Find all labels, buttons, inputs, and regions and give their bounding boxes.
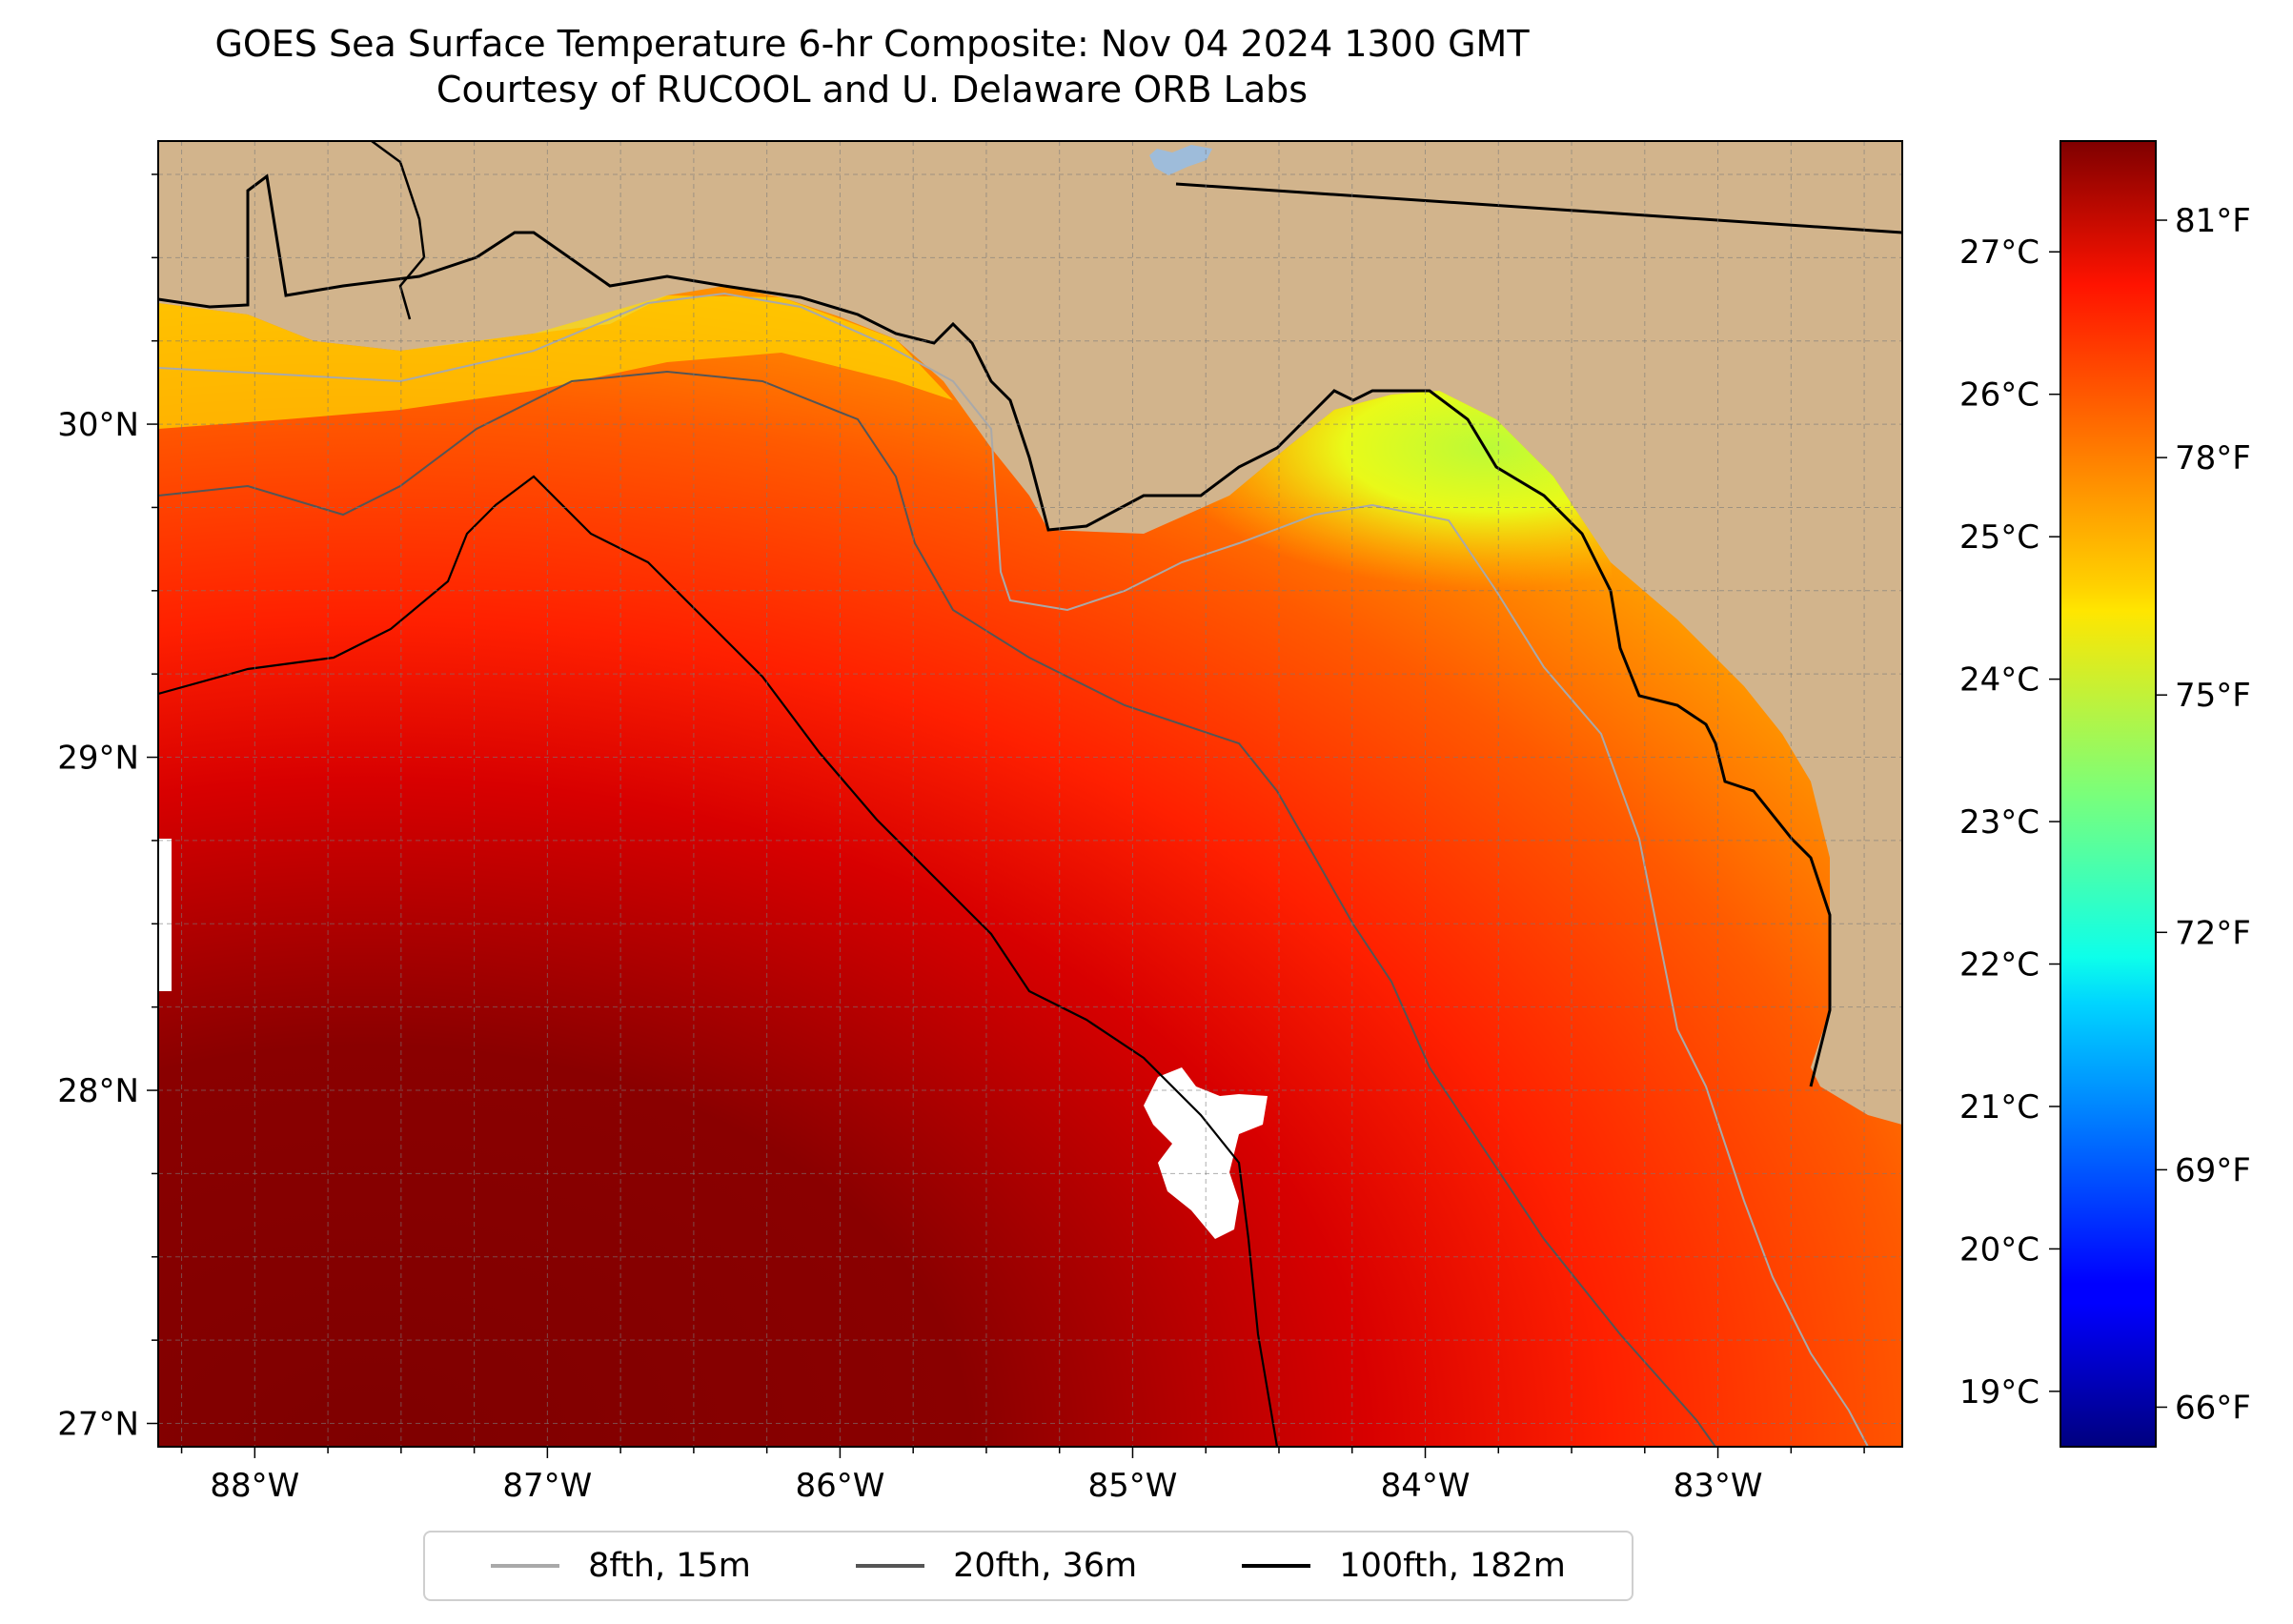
coastline	[158, 141, 1902, 1087]
fahrenheit-tick-label: 72°F	[2175, 914, 2251, 952]
colorbar-gradient	[2060, 140, 2157, 1448]
fahrenheit-tick-label: 78°F	[2175, 439, 2251, 477]
latitude-tick-label: 30°N	[57, 406, 139, 444]
legend-line-100fth	[1242, 1564, 1311, 1568]
contour-8fth	[158, 292, 1869, 1447]
map-title: GOES Sea Surface Temperature 6-hr Compos…	[0, 21, 1744, 112]
fahrenheit-tick-label: 75°F	[2175, 677, 2251, 715]
longitude-tick-label: 85°W	[1088, 1467, 1178, 1505]
contour-20fth	[158, 370, 1716, 1447]
celsius-tick-label: 24°C	[1959, 661, 2039, 700]
celsius-tick-label: 25°C	[1959, 518, 2039, 557]
celsius-tick-label: 21°C	[1959, 1088, 2039, 1127]
legend-line-8fth	[491, 1564, 560, 1568]
celsius-tick-label: 27°C	[1959, 233, 2039, 272]
title-line-2: Courtesy of RUCOOL and U. Delaware ORB L…	[436, 69, 1309, 111]
longitude-tick-label: 88°W	[210, 1467, 299, 1505]
celsius-tick-label: 22°C	[1959, 946, 2039, 985]
latitude-tick-label: 29°N	[57, 740, 139, 778]
inland-lake	[1149, 145, 1212, 175]
legend-item-20fth: 20fth, 36m	[856, 1547, 1137, 1585]
cloud-mask-edge	[158, 839, 172, 991]
yellow-shelf-water	[158, 295, 953, 429]
longitude-tick-label: 83°W	[1674, 1467, 1763, 1505]
legend-label-100fth: 100fth, 182m	[1339, 1547, 1566, 1585]
contour-legend: 8fth, 15m 20fth, 36m 100fth, 182m	[423, 1531, 1634, 1601]
longitude-tick-label: 84°W	[1381, 1467, 1471, 1505]
latitude-tick-label: 28°N	[57, 1072, 139, 1110]
fahrenheit-tick-label: 81°F	[2175, 202, 2251, 240]
map-frame	[157, 140, 1903, 1448]
county-border-line	[371, 141, 426, 320]
legend-label-8fth: 8fth, 15m	[588, 1547, 751, 1585]
celsius-tick-label: 19°C	[1959, 1373, 2039, 1411]
celsius-tick-label: 23°C	[1959, 803, 2039, 842]
legend-label-20fth: 20fth, 36m	[953, 1547, 1138, 1585]
map-panel	[158, 141, 1902, 1447]
colorbar: 27°C 26°C 25°C 24°C 23°C 22°C 21°C 20°C 19°C 81°…	[1959, 140, 2251, 1448]
latitude-axis: 30°N 29°N 28°N 27°N	[57, 173, 158, 1444]
longitude-tick-label: 86°W	[795, 1467, 884, 1505]
fahrenheit-tick-label: 69°F	[2175, 1151, 2251, 1189]
longitude-axis: 88°W 87°W 86°W 85°W 84°W 83°W	[180, 1447, 1865, 1505]
contour-100fth	[158, 475, 1279, 1447]
bathymetry-contours	[158, 292, 1869, 1447]
legend-line-20fth	[856, 1564, 925, 1568]
colorbar-celsius-axis: 27°C 26°C 25°C 24°C 23°C 22°C 21°C 20°C 19°C	[1959, 233, 2060, 1411]
legend-item-8fth: 8fth, 15m	[491, 1547, 751, 1585]
cool-nearshore-water	[1029, 391, 1620, 648]
northern-coastline	[158, 173, 1832, 1087]
longitude-tick-label: 87°W	[502, 1467, 592, 1505]
title-line-1: GOES Sea Surface Temperature 6-hr Compos…	[214, 23, 1530, 65]
fahrenheit-tick-label: 66°F	[2175, 1389, 2251, 1427]
sea-surface-temperature-field	[158, 286, 1902, 1447]
legend-item-100fth: 100fth, 182m	[1242, 1547, 1566, 1585]
celsius-tick-label: 26°C	[1959, 376, 2039, 415]
celsius-tick-label: 20°C	[1959, 1230, 2039, 1269]
latitude-tick-label: 27°N	[57, 1406, 139, 1444]
colorbar-fahrenheit-axis: 81°F 78°F 75°F 72°F 69°F 66°F	[2156, 202, 2251, 1427]
map-gridlines	[158, 141, 1902, 1447]
state-border-line	[1175, 182, 1902, 234]
